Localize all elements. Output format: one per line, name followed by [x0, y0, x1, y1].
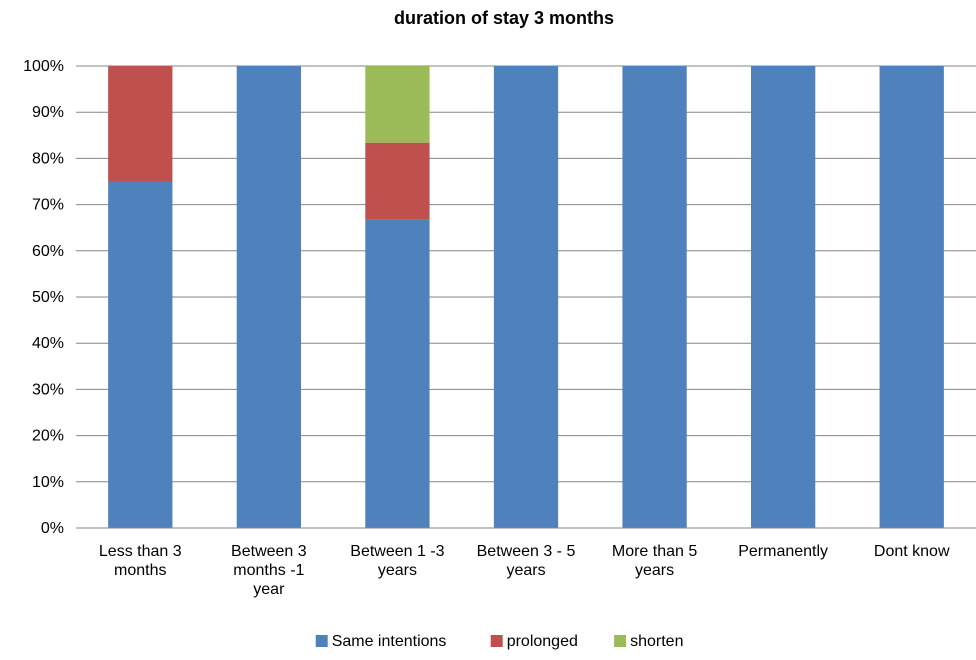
x-category-label: Less than 3 — [99, 543, 182, 560]
x-category-label: years — [378, 562, 417, 579]
y-axis-ticks: 0% 10% 20% 30% 40% 50% 60% 70% 80% 90% 100% — [23, 58, 64, 537]
x-category-label: months -1 — [233, 562, 304, 579]
legend-label: prolonged — [507, 633, 578, 650]
y-tick-label: 60% — [32, 243, 64, 260]
y-tick-label: 100% — [23, 58, 64, 75]
bar-same-intentions — [879, 66, 944, 528]
x-category-label: year — [253, 581, 285, 598]
y-tick-label: 10% — [32, 474, 64, 491]
x-category-label: More than 5 — [612, 543, 697, 560]
y-tick-label: 70% — [32, 197, 64, 214]
x-axis-categories: Less than 3 months Between 3 months -1 year B… — [99, 543, 950, 598]
bar-shorten — [365, 66, 430, 143]
bar-same-intentions — [622, 66, 687, 528]
y-tick-label: 0% — [41, 520, 64, 537]
bar-prolonged — [365, 142, 430, 220]
x-category-label: years — [635, 562, 674, 579]
bar-prolonged — [108, 66, 173, 182]
bar-same-intentions — [751, 66, 816, 528]
bar-same-intentions — [108, 181, 173, 528]
x-category-label: Between 3 - 5 — [477, 543, 576, 560]
x-category-label: Dont know — [874, 543, 950, 560]
legend-swatch — [315, 635, 328, 647]
x-category-label: years — [506, 562, 545, 579]
x-category-label: Between 1 -3 — [350, 543, 444, 560]
x-category-label: months — [114, 562, 166, 579]
y-tick-label: 80% — [32, 150, 64, 167]
chart-title: duration of stay 3 months — [394, 8, 614, 28]
legend-label: shorten — [630, 633, 683, 650]
y-tick-label: 20% — [32, 428, 64, 445]
bar-same-intentions — [236, 66, 301, 528]
y-tick-label: 30% — [32, 381, 64, 398]
x-category-label: Permanently — [738, 543, 828, 560]
bars — [108, 66, 944, 528]
y-tick-label: 90% — [32, 104, 64, 121]
legend-label: Same intentions — [332, 633, 447, 650]
legend: Same intentions prolonged shorten — [315, 633, 683, 650]
legend-swatch — [490, 635, 503, 647]
x-category-label: Between 3 — [231, 543, 307, 560]
y-tick-label: 50% — [32, 289, 64, 306]
legend-swatch — [614, 635, 627, 647]
bar-same-intentions — [365, 219, 430, 528]
bar-same-intentions — [493, 66, 559, 528]
y-tick-label: 40% — [32, 335, 64, 352]
